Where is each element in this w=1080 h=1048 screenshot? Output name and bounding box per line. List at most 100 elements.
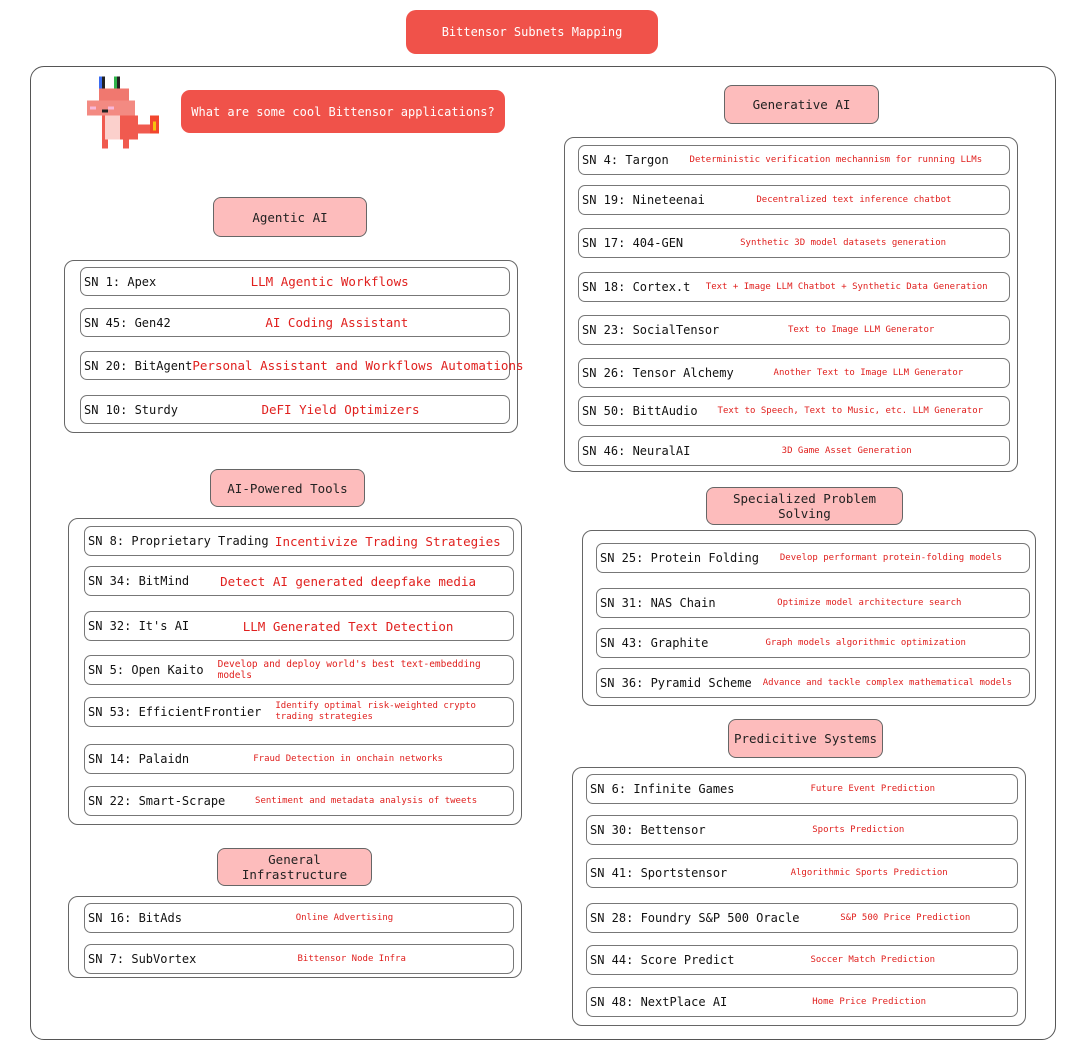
subnet-row: SN 8: Proprietary Trading Incentivize Tra… xyxy=(84,526,514,556)
category-header: Specialized Problem Solving xyxy=(706,487,903,525)
subnet-row: SN 44: Score Predict Soccer Match Predict… xyxy=(586,945,1018,975)
subnet-row: SN 50: BittAudio Text to Speech, Text to … xyxy=(578,396,1010,426)
subnet-description: Fraud Detection in onchain networks xyxy=(253,754,443,764)
subnet-row: SN 25: Protein Folding Develop performant… xyxy=(596,543,1030,573)
subnet-name: SN 53: EfficientFrontier xyxy=(88,705,262,719)
category-group xyxy=(64,260,518,433)
subnet-row: SN 46: NeuralAI 3D Game Asset Generation xyxy=(578,436,1010,466)
subnet-name: SN 30: Bettensor xyxy=(590,823,706,837)
subnet-name: SN 46: NeuralAI xyxy=(582,444,691,458)
page-title: Bittensor Subnets Mapping xyxy=(406,10,658,54)
subnet-row: SN 1: Apex LLM Agentic Workflows xyxy=(80,267,510,296)
subnet-row: SN 18: Cortex.t Text + Image LLM Chatbot … xyxy=(578,272,1010,302)
subnet-row: SN 43: Graphite Graph models algorithmic … xyxy=(596,628,1030,658)
subnet-name: SN 18: Cortex.t xyxy=(582,280,691,294)
subnet-description: Online Advertising xyxy=(295,913,394,923)
subnet-description: Deterministic verification mechannism fo… xyxy=(689,155,983,165)
subnet-description: Personal Assistant and Workflows Automat… xyxy=(192,358,524,373)
subnet-row: SN 6: Infinite Games Future Event Predict… xyxy=(586,774,1018,804)
pixel-dragon-icon xyxy=(87,76,159,149)
subnet-name: SN 16: BitAds xyxy=(88,911,182,925)
subnet-description: Soccer Match Prediction xyxy=(810,955,936,965)
subnet-row: SN 32: It's AI LLM Generated Text Detecti… xyxy=(84,611,514,641)
subnet-description: Text to Speech, Text to Music, etc. LLM … xyxy=(717,406,984,416)
subnet-row: SN 30: Bettensor Sports Prediction xyxy=(586,815,1018,845)
subnet-description: LLM Agentic Workflows xyxy=(250,274,409,289)
category-group xyxy=(564,137,1018,472)
subnet-name: SN 7: SubVortex xyxy=(88,952,197,966)
subnet-description: Synthetic 3D model datasets generation xyxy=(740,238,947,248)
question-banner: What are some cool Bittensor application… xyxy=(181,90,505,133)
category-group xyxy=(572,767,1026,1026)
subnet-row: SN 45: Gen42 AI Coding Assistant xyxy=(80,308,510,337)
subnet-row: SN 48: NextPlace AI Home Price Prediction xyxy=(586,987,1018,1017)
subnet-row: SN 53: EfficientFrontier Identify optimal… xyxy=(84,697,514,727)
subnet-description: S&P 500 Price Prediction xyxy=(840,913,971,923)
subnet-row: SN 41: Sportstensor Algorithmic Sports Pr… xyxy=(586,858,1018,888)
subnet-row: SN 31: NAS Chain Optimize model architect… xyxy=(596,588,1030,618)
subnet-description: Incentivize Trading Strategies xyxy=(274,533,501,549)
subnet-description: Text to Image LLM Generator xyxy=(787,325,935,335)
subnet-name: SN 23: SocialTensor xyxy=(582,323,720,337)
subnet-description: Develop performant protein-folding model… xyxy=(779,553,1003,563)
subnet-description: Algorithmic Sports Prediction xyxy=(790,868,948,878)
subnet-description: Home Price Prediction xyxy=(812,997,927,1007)
subnet-name: SN 19: Nineteenai xyxy=(582,193,705,207)
subnet-row: SN 36: Pyramid Scheme Advance and tackle … xyxy=(596,668,1030,698)
subnet-row: SN 4: Targon Deterministic verification m… xyxy=(578,145,1010,175)
subnet-row: SN 34: BitMind Detect AI generated deepfa… xyxy=(84,566,514,596)
subnet-name: SN 36: Pyramid Scheme xyxy=(600,676,752,690)
category-group xyxy=(582,530,1036,706)
subnet-row: SN 23: SocialTensor Text to Image LLM Gen… xyxy=(578,315,1010,345)
subnet-description: Another Text to Image LLM Generator xyxy=(773,368,964,378)
category-group xyxy=(68,518,522,825)
subnet-row: SN 28: Foundry S&P 500 Oracle S&P 500 Pri… xyxy=(586,903,1018,933)
category-header: Predicitive Systems xyxy=(728,719,883,758)
subnet-row: SN 10: Sturdy DeFI Yield Optimizers xyxy=(80,395,510,424)
subnet-description: Optimize model architecture search xyxy=(777,598,962,608)
subnet-row: SN 16: BitAds Online Advertising xyxy=(84,903,514,933)
subnet-name: SN 22: Smart-Scrape xyxy=(88,794,226,808)
subnet-name: SN 8: Proprietary Trading xyxy=(88,534,269,548)
subnet-name: SN 10: Sturdy xyxy=(84,402,178,417)
subnet-name: SN 4: Targon xyxy=(582,153,669,167)
subnet-row: SN 20: BitAgent Personal Assistant and Wo… xyxy=(80,351,524,380)
subnet-name: SN 44: Score Predict xyxy=(590,953,735,967)
subnet-description: Graph models algorithmic optimization xyxy=(765,638,966,648)
subnet-description: 3D Game Asset Generation xyxy=(781,446,912,456)
subnet-row: SN 26: Tensor Alchemy Another Text to Ima… xyxy=(578,358,1010,388)
subnet-row: SN 22: Smart-Scrape Sentiment and metadat… xyxy=(84,786,514,816)
subnet-name: SN 20: BitAgent xyxy=(84,358,193,373)
subnet-name: SN 26: Tensor Alchemy xyxy=(582,366,734,380)
subnet-description: Sentiment and metadata analysis of tweet… xyxy=(255,796,478,806)
subnet-description: AI Coding Assistant xyxy=(265,315,409,330)
subnet-description: Detect AI generated deepfake media xyxy=(220,573,477,589)
subnet-description: Future Event Prediction xyxy=(810,784,936,794)
subnet-name: SN 50: BittAudio xyxy=(582,404,698,418)
subnet-name: SN 41: Sportstensor xyxy=(590,866,728,880)
subnet-name: SN 48: NextPlace AI xyxy=(590,995,728,1009)
subnet-name: SN 43: Graphite xyxy=(600,636,709,650)
subnet-description: LLM Generated Text Detection xyxy=(242,618,454,634)
diagram-frame xyxy=(30,66,1056,1040)
category-header: Agentic AI xyxy=(213,197,367,237)
subnet-description: Bittensor Node Infra xyxy=(297,954,406,964)
subnet-name: SN 14: Palaidn xyxy=(88,752,190,766)
subnet-description: Advance and tackle complex mathematical … xyxy=(762,678,1012,688)
subnet-row: SN 5: Open Kaito Develop and deploy world… xyxy=(84,655,514,685)
subnet-description: Sports Prediction xyxy=(812,825,905,835)
subnet-description: DeFI Yield Optimizers xyxy=(261,402,420,417)
subnet-row: SN 7: SubVortex Bittensor Node Infra xyxy=(84,944,514,974)
category-header: Generative AI xyxy=(724,85,879,124)
subnet-name: SN 45: Gen42 xyxy=(84,315,171,330)
subnet-name: SN 32: It's AI xyxy=(88,619,190,633)
subnet-name: SN 17: 404-GEN xyxy=(582,236,684,250)
category-header: General Infrastructure xyxy=(217,848,372,886)
subnet-name: SN 5: Open Kaito xyxy=(88,663,204,677)
subnet-description: Text + Image LLM Chatbot + Synthetic Dat… xyxy=(705,282,988,292)
subnet-description: Develop and deploy world's best text-emb… xyxy=(217,659,481,681)
subnet-row: SN 17: 404-GEN Synthetic 3D model dataset… xyxy=(578,228,1010,258)
subnet-name: SN 6: Infinite Games xyxy=(590,782,735,796)
subnet-description: Decentralized text inference chatbot xyxy=(756,195,952,205)
subnet-description: Identify optimal risk-weighted crypto tr… xyxy=(275,701,476,722)
